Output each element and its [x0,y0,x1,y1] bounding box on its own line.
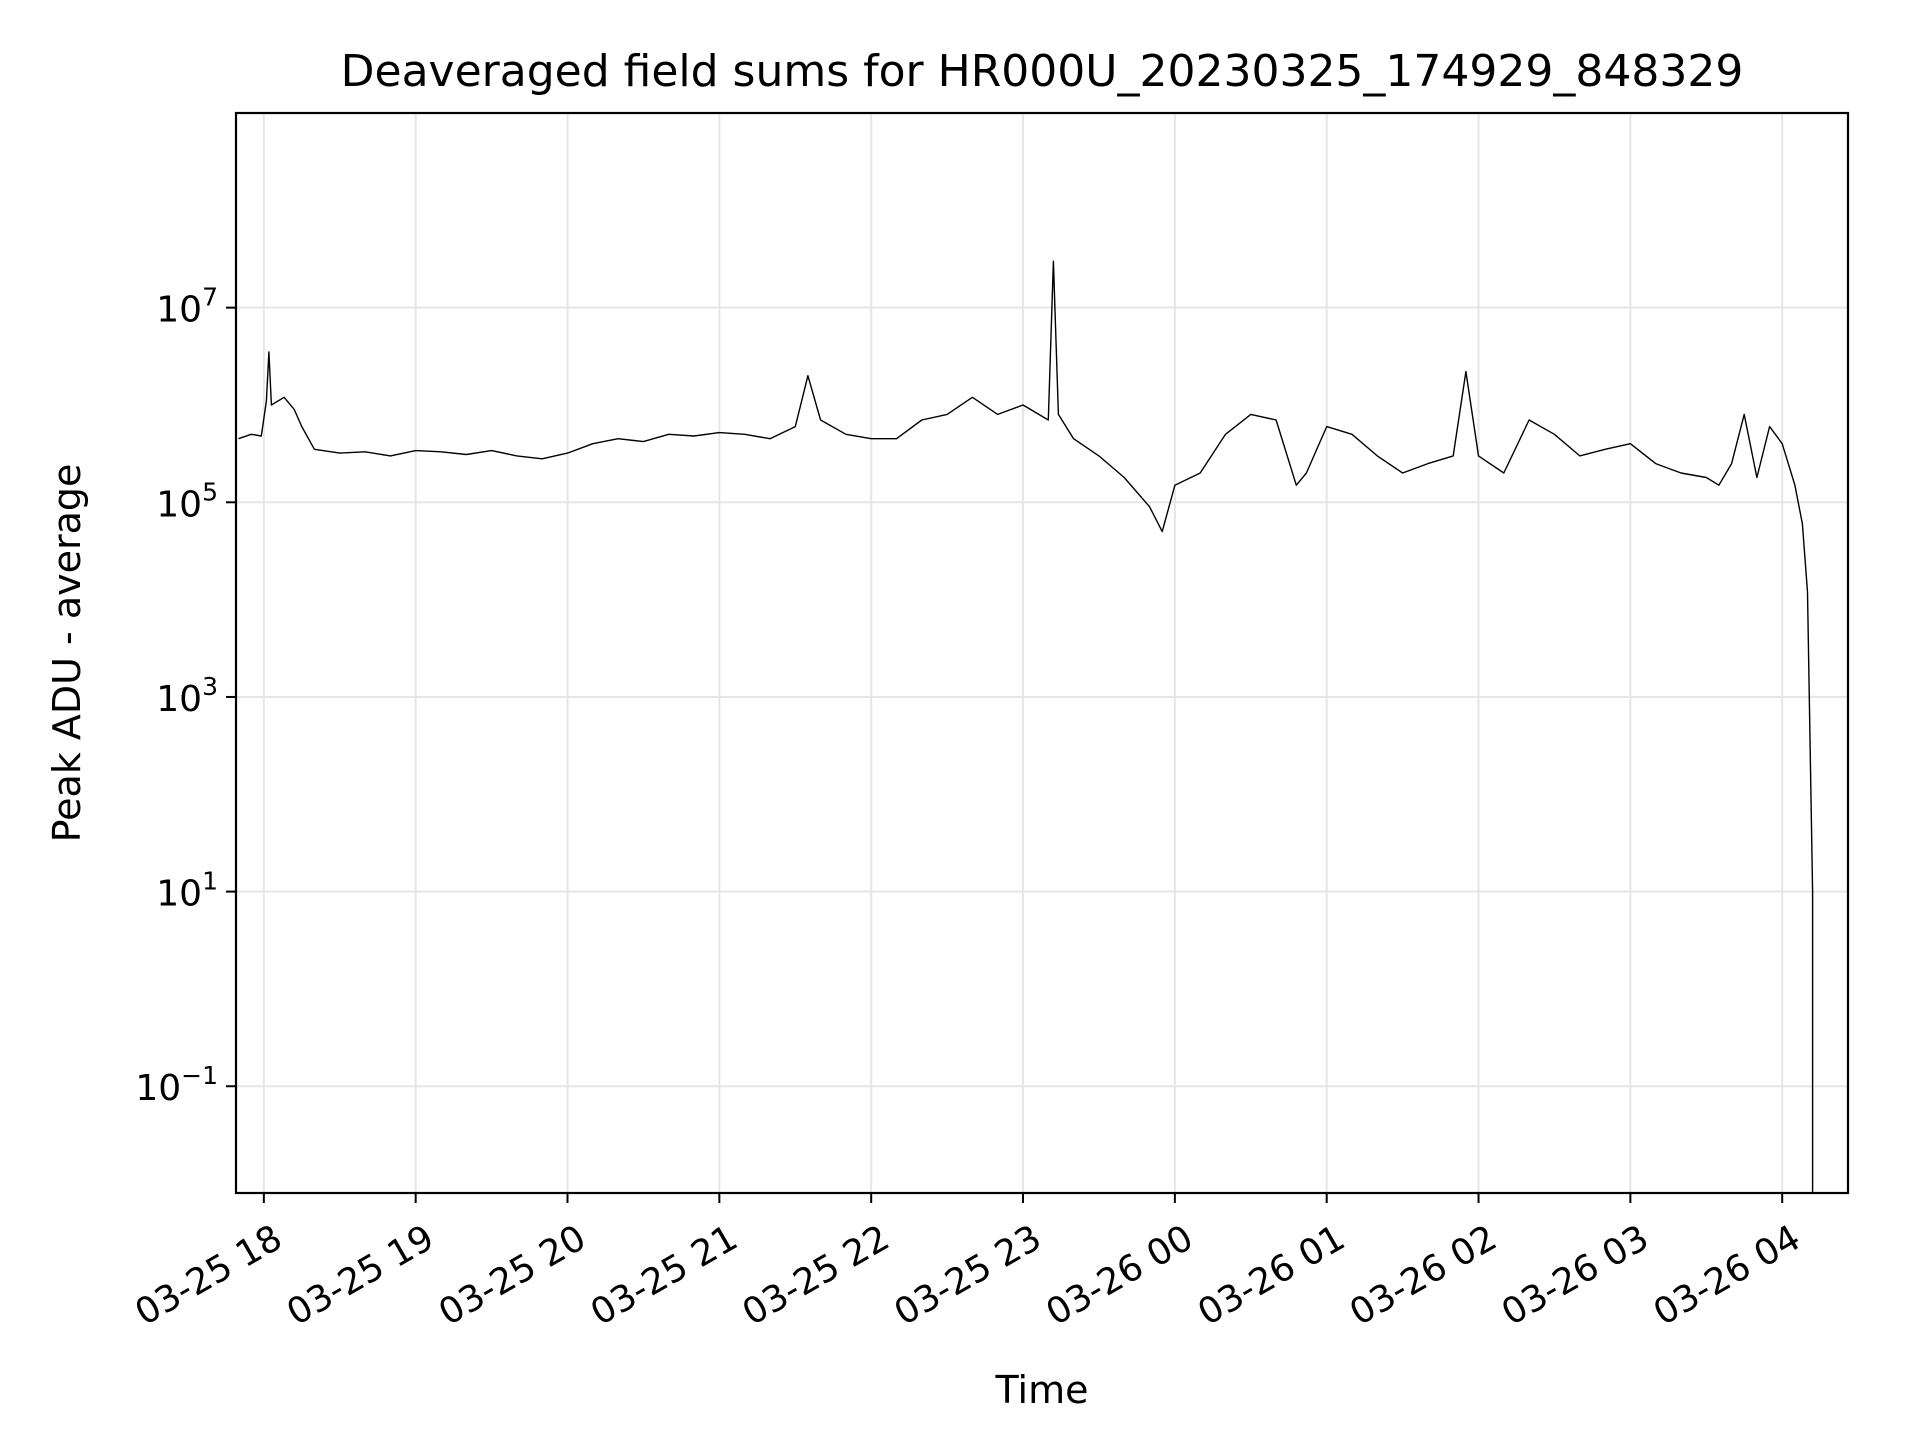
y-tick-label: 105 [156,477,218,525]
y-tick-label: 107 [156,283,218,331]
y-tick-label: 101 [156,867,218,915]
y-tick-exponent: 1 [202,867,218,896]
y-tick-exponent: 3 [202,672,218,701]
plot-frame [234,111,1850,1195]
y-tick-exponent: 7 [202,283,218,312]
chart-title: Deaveraged field sums for HR000U_2023032… [341,46,1744,97]
y-tick-base: 10 [135,1068,181,1109]
y-tick-base: 10 [156,874,202,915]
y-tick-base: 10 [156,290,202,331]
y-tick-label: 10−1 [135,1061,218,1109]
y-tick-exponent: 5 [202,477,218,506]
y-tick-base: 10 [156,679,202,720]
y-tick-base: 10 [156,484,202,525]
y-tick-label: 103 [156,672,218,720]
grid-layer [236,113,1848,1193]
y-axis-label: Peak ADU - average [45,464,89,843]
x-axis-label: Time [995,1368,1089,1412]
series-line [238,260,1814,1193]
y-tick-exponent: −1 [181,1061,218,1090]
